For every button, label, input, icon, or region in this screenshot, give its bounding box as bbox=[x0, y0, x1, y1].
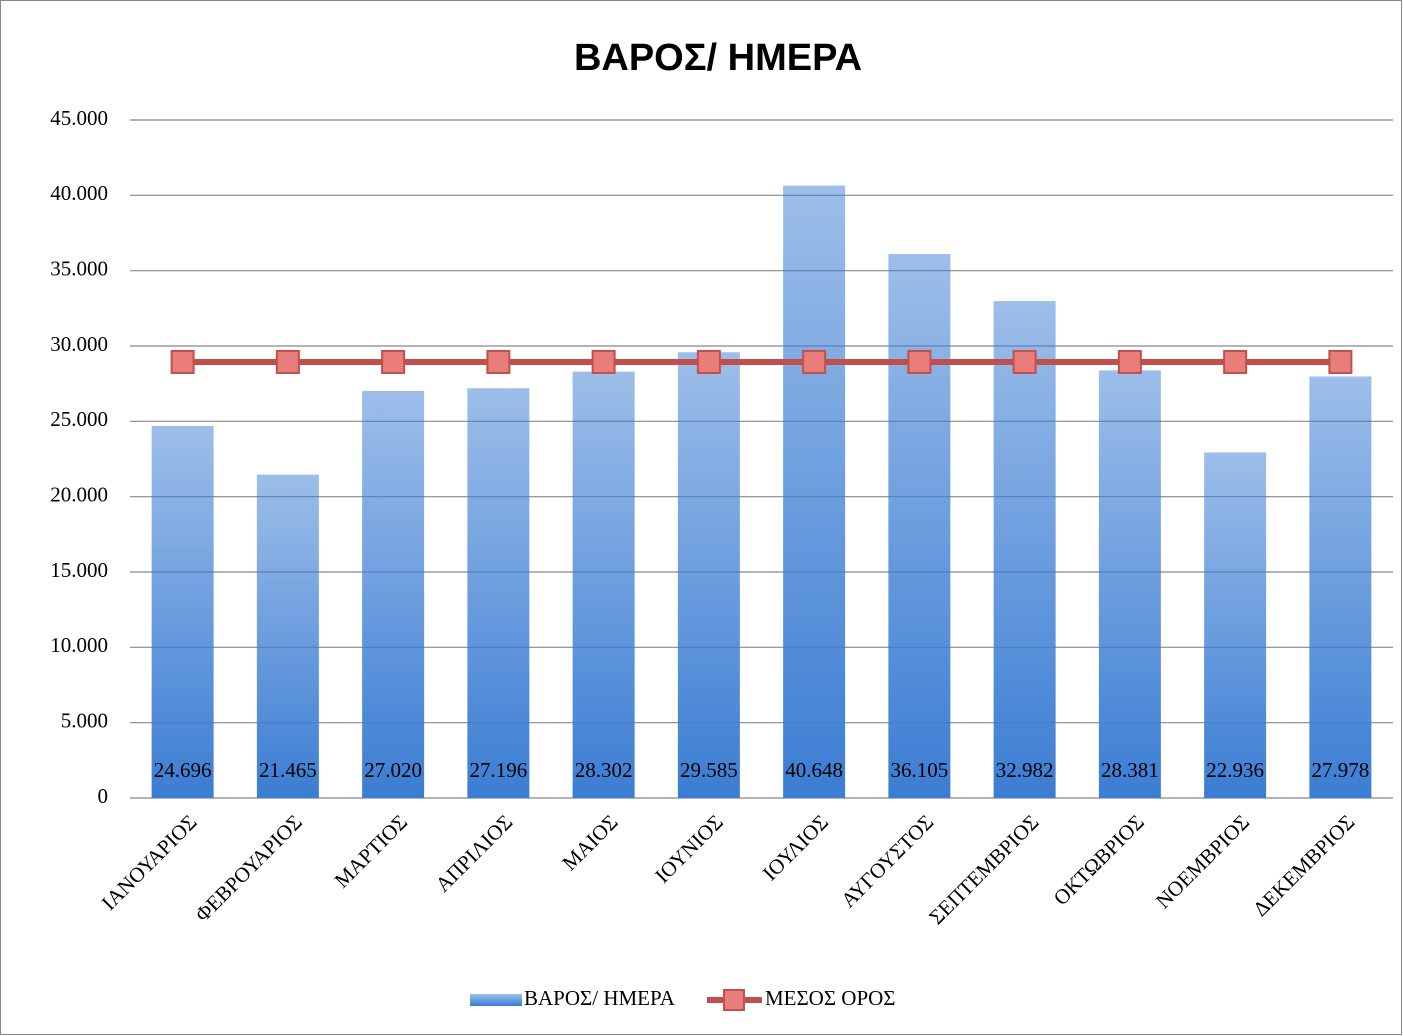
y-tick-label: 0 bbox=[98, 784, 109, 808]
y-tick-label: 25.000 bbox=[50, 407, 108, 431]
y-tick-label: 20.000 bbox=[50, 482, 108, 506]
y-tick-label: 35.000 bbox=[50, 256, 108, 280]
line-marker bbox=[275, 349, 300, 374]
data-label: 27.978 bbox=[1312, 758, 1370, 782]
legend-label: ΒΑΡΟΣ/ ΗΜΕΡΑ bbox=[524, 986, 676, 1010]
bar bbox=[151, 425, 214, 798]
data-label: 32.982 bbox=[996, 758, 1054, 782]
bar bbox=[256, 474, 319, 798]
line-marker bbox=[1012, 349, 1037, 374]
line-marker bbox=[802, 349, 827, 374]
line-marker bbox=[1223, 349, 1248, 374]
data-label: 24.696 bbox=[154, 758, 212, 782]
bar bbox=[783, 185, 846, 798]
legend-label: ΜΕΣΟΣ ΟΡΟΣ bbox=[765, 986, 896, 1010]
y-tick-label: 10.000 bbox=[50, 633, 108, 657]
line-marker bbox=[1328, 349, 1353, 374]
y-tick-label: 5.000 bbox=[61, 708, 108, 732]
bar bbox=[677, 352, 740, 798]
data-label: 28.381 bbox=[1101, 758, 1159, 782]
line-marker bbox=[591, 349, 616, 374]
data-label: 28.302 bbox=[575, 758, 633, 782]
y-tick-label: 45.000 bbox=[50, 106, 108, 130]
line-marker bbox=[907, 349, 932, 374]
data-label: 40.648 bbox=[785, 758, 843, 782]
line-marker bbox=[486, 349, 511, 374]
bar bbox=[1309, 376, 1372, 798]
data-label: 22.936 bbox=[1206, 758, 1264, 782]
line-marker bbox=[1117, 349, 1142, 374]
y-tick-label: 40.000 bbox=[50, 181, 108, 205]
bar bbox=[572, 371, 635, 798]
chart-title: ΒΑΡΟΣ/ ΗΜΕΡΑ bbox=[574, 37, 862, 79]
line-marker bbox=[170, 349, 195, 374]
data-label: 21.465 bbox=[259, 758, 317, 782]
line-marker bbox=[381, 349, 406, 374]
y-tick-label: 30.000 bbox=[50, 332, 108, 356]
bar bbox=[1098, 370, 1161, 798]
legend-marker bbox=[722, 989, 745, 1011]
data-label: 29.585 bbox=[680, 758, 738, 782]
bar bbox=[362, 390, 425, 798]
legend-swatch bbox=[470, 994, 522, 1006]
bar bbox=[467, 388, 530, 798]
line-marker bbox=[696, 349, 721, 374]
bar bbox=[888, 254, 951, 798]
bar bbox=[1204, 452, 1267, 798]
data-label: 36.105 bbox=[891, 758, 949, 782]
bar bbox=[993, 301, 1056, 798]
data-label: 27.196 bbox=[470, 758, 528, 782]
y-tick-label: 15.000 bbox=[50, 558, 108, 582]
data-label: 27.020 bbox=[364, 758, 422, 782]
